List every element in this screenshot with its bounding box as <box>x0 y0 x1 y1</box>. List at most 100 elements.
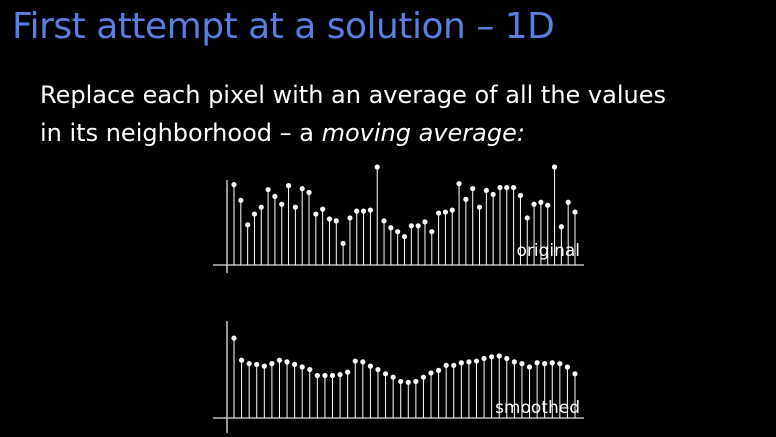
stem-point <box>470 185 476 192</box>
slide-body-text: Replace each pixel with an average of al… <box>40 76 666 152</box>
stem-point <box>405 379 411 385</box>
stem-point <box>511 184 517 191</box>
stem-point <box>388 225 394 231</box>
stem-point <box>401 233 408 240</box>
stem-point <box>542 361 548 367</box>
stem-point <box>473 358 480 364</box>
stem-point <box>354 208 360 214</box>
stem-point <box>422 219 428 225</box>
slide-title: First attempt at a solution – 1D <box>12 6 555 47</box>
stem-point <box>306 189 312 196</box>
stem-point <box>299 364 305 370</box>
stem-point <box>449 207 455 213</box>
stem-point <box>572 209 578 215</box>
stem-point <box>381 218 387 224</box>
stem-point <box>429 229 435 235</box>
stem-point <box>490 191 496 198</box>
stem-point <box>551 164 558 170</box>
stem-point <box>284 359 290 365</box>
stem-point <box>326 216 333 222</box>
stem-point <box>367 207 373 213</box>
stem-point <box>261 363 267 369</box>
stem-point <box>517 192 524 199</box>
stem-point <box>292 204 298 210</box>
body-line-1: Replace each pixel with an average of al… <box>40 81 666 109</box>
stem-point <box>251 211 258 217</box>
stem-point <box>496 353 502 359</box>
stem-point <box>337 372 343 378</box>
stem-point <box>395 229 401 235</box>
body-line-2-prefix: in its neighborhood – a <box>40 119 322 147</box>
stem-point <box>463 196 469 202</box>
stem-point <box>231 335 237 341</box>
stem-point <box>436 367 442 373</box>
stem-point <box>231 182 237 188</box>
stem-point <box>238 197 244 203</box>
stem-point <box>398 378 404 385</box>
stem-point <box>526 364 533 370</box>
stem-point <box>572 371 578 377</box>
stem-point <box>456 181 462 187</box>
stem-point <box>375 366 381 373</box>
stem-point <box>489 354 495 360</box>
stem-point <box>545 202 551 208</box>
stem-point <box>519 361 525 367</box>
moving-average-term: moving average: <box>321 119 525 147</box>
stem-point <box>497 184 503 191</box>
stem-point <box>476 204 483 210</box>
stem-point <box>313 211 319 217</box>
stem-point <box>524 215 530 221</box>
stem-point <box>272 193 278 199</box>
smoothed-signal-plot: smoothed <box>213 321 584 433</box>
stem-point <box>269 361 275 367</box>
stem-point <box>322 372 328 379</box>
stem-point <box>483 187 489 194</box>
stem-point <box>442 209 449 215</box>
stem-point <box>333 218 339 224</box>
stem-point <box>420 374 427 380</box>
stem-point <box>466 359 472 365</box>
stem-point <box>245 222 251 228</box>
stem-point <box>443 362 449 368</box>
plot-label: original <box>516 241 580 261</box>
stem-point <box>481 355 487 362</box>
stem-point <box>428 370 434 376</box>
stem-point <box>347 215 353 221</box>
stem-point <box>299 185 305 192</box>
stem-point <box>374 164 380 170</box>
stem-point <box>320 206 326 212</box>
stem-point <box>329 372 336 379</box>
stem-point <box>360 208 367 214</box>
original-signal-plot: original <box>213 164 584 273</box>
stem-point <box>238 357 245 363</box>
stem-point <box>279 201 285 207</box>
stem-point <box>504 184 510 191</box>
stem-point <box>345 369 351 375</box>
stem-point <box>436 210 442 216</box>
stem-point <box>557 361 563 367</box>
stem-point <box>534 360 540 366</box>
stem-point <box>285 183 292 189</box>
stem-point <box>564 364 571 370</box>
stem-point <box>314 372 320 379</box>
stem-point <box>549 360 555 366</box>
stem-point <box>451 362 457 368</box>
stem-point <box>292 361 298 368</box>
plot-label: smoothed <box>495 398 580 418</box>
stem-point <box>382 371 389 377</box>
stem-point <box>390 374 396 380</box>
stem-point <box>504 355 510 362</box>
stem-point <box>340 240 346 247</box>
stem-point <box>458 360 464 366</box>
stem-point <box>258 204 264 210</box>
stem-point <box>360 359 366 365</box>
body-line-2: in its neighborhood – a moving average: <box>40 114 666 152</box>
stem-point <box>367 363 373 369</box>
stem-point <box>413 378 419 385</box>
stem-point <box>352 358 358 364</box>
stem-point <box>276 357 283 363</box>
stem-point <box>415 223 421 229</box>
stem-point <box>511 359 517 365</box>
stem-point <box>565 199 571 205</box>
